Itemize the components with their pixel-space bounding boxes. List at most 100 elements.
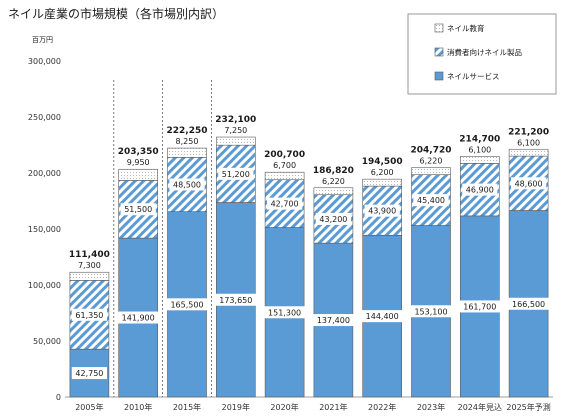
data-label-bg	[508, 297, 549, 310]
data-label: 144,400	[366, 312, 399, 321]
data-label: 46,900	[466, 186, 494, 195]
data-label: 151,300	[268, 308, 301, 317]
data-label: 141,900	[122, 314, 155, 323]
bar-segment	[216, 136, 256, 146]
bar-segment	[459, 156, 500, 164]
total-label: 232,100	[215, 115, 256, 125]
legend-box	[407, 13, 557, 95]
y-tick-label: 300,000	[28, 57, 61, 66]
data-label: 6,220	[322, 177, 345, 186]
x-tick-label: 2020年	[270, 402, 298, 412]
data-label-bg	[362, 310, 403, 323]
bar-segment	[264, 171, 305, 181]
total-label: 204,720	[411, 146, 452, 156]
data-label: 166,500	[512, 300, 545, 309]
data-label: 51,200	[222, 170, 250, 179]
total-label: 214,700	[459, 135, 500, 145]
period-dividers	[113, 80, 212, 397]
bar-segment	[508, 148, 549, 157]
data-label-bg	[413, 194, 449, 207]
bar-segment	[167, 147, 207, 158]
data-label: 161,700	[463, 302, 496, 311]
x-tick-label: 2005年	[75, 402, 103, 412]
total-label: 221,200	[508, 127, 549, 137]
x-tick-label: 2024年見込	[458, 402, 502, 412]
data-label-bg	[364, 204, 400, 217]
data-label: 48,500	[173, 180, 201, 189]
data-label-bg	[459, 300, 500, 313]
y-tick-label: 200,000	[28, 169, 61, 178]
data-label: 61,350	[75, 311, 103, 320]
data-label-bg	[120, 203, 156, 216]
data-label: 165,500	[170, 300, 203, 309]
data-label: 45,400	[417, 196, 445, 205]
bar-segment	[69, 271, 110, 281]
bar-segment	[411, 167, 451, 175]
total-label: 203,350	[118, 147, 159, 157]
data-label: 9,950	[127, 158, 150, 167]
data-label: 137,400	[317, 316, 350, 325]
axes: 0 50,000 100,000 150,000 200,000 250,000 300,0…	[28, 57, 553, 412]
x-tick-label: 2022年	[368, 402, 396, 412]
data-label: 6,700	[273, 161, 296, 170]
data-label-bg	[71, 367, 107, 380]
x-tick-label: 2019年	[222, 402, 250, 412]
data-label: 42,750	[75, 369, 103, 378]
total-label: 222,250	[167, 126, 208, 136]
legend-label: ネイル教育	[447, 23, 485, 33]
data-label-bg	[313, 314, 354, 327]
total-label: 194,500	[362, 157, 403, 167]
data-label: 6,200	[371, 168, 394, 177]
data-label-bg	[264, 306, 305, 319]
data-label-bg	[511, 177, 547, 190]
data-label: 7,300	[78, 261, 101, 270]
data-label: 43,900	[368, 207, 396, 216]
data-label-bg	[118, 311, 159, 324]
bars	[69, 136, 549, 398]
data-label-bg	[166, 298, 208, 311]
legend-swatch	[434, 23, 444, 33]
legend-label: 消費者向けネイル製品	[447, 47, 522, 57]
x-tick-label: 2015年	[173, 402, 201, 412]
data-label: 7,250	[224, 126, 247, 135]
data-label: 43,200	[319, 215, 347, 224]
data-label-bg	[315, 212, 351, 225]
data-label: 6,100	[468, 146, 491, 155]
chart-title: ネイル産業の市場規模（各市場別内訳）	[8, 6, 224, 21]
x-tick-label: 2010年	[124, 402, 152, 412]
data-label-bg	[71, 308, 107, 321]
bar-segment	[313, 187, 354, 196]
data-label: 8,250	[176, 137, 199, 146]
data-label-bg	[215, 293, 256, 306]
legend-swatch	[434, 71, 444, 81]
x-tick-label: 2021年	[319, 402, 347, 412]
legend-label: ネイルサービス	[447, 72, 500, 81]
data-label: 153,100	[414, 307, 447, 316]
y-tick-label: 250,000	[28, 113, 61, 122]
x-tick-label: 2025年予測	[506, 402, 550, 412]
data-label: 6,220	[420, 157, 443, 166]
data-label-bg	[169, 178, 205, 191]
legend-swatch	[434, 47, 444, 57]
x-tick-label: 2023年	[417, 402, 445, 412]
data-label: 6,100	[517, 138, 540, 147]
data-label: 42,700	[271, 200, 299, 209]
data-label: 51,500	[124, 205, 152, 214]
data-label-bg	[267, 197, 303, 210]
y-tick-label: 100,000	[28, 281, 61, 290]
bar-segment	[362, 178, 403, 187]
data-label-bg	[218, 167, 254, 180]
y-tick-label: 50,000	[33, 337, 61, 346]
data-label-bg	[410, 305, 452, 318]
total-label: 111,400	[69, 250, 110, 260]
data-label: 48,600	[515, 179, 543, 188]
y-tick-label: 150,000	[28, 225, 61, 234]
y-tick-label: 0	[56, 393, 61, 402]
total-label: 186,820	[313, 166, 354, 176]
data-label: 173,650	[219, 296, 252, 305]
y-axis-unit: 百万円	[32, 36, 53, 44]
data-label-bg	[462, 183, 498, 196]
